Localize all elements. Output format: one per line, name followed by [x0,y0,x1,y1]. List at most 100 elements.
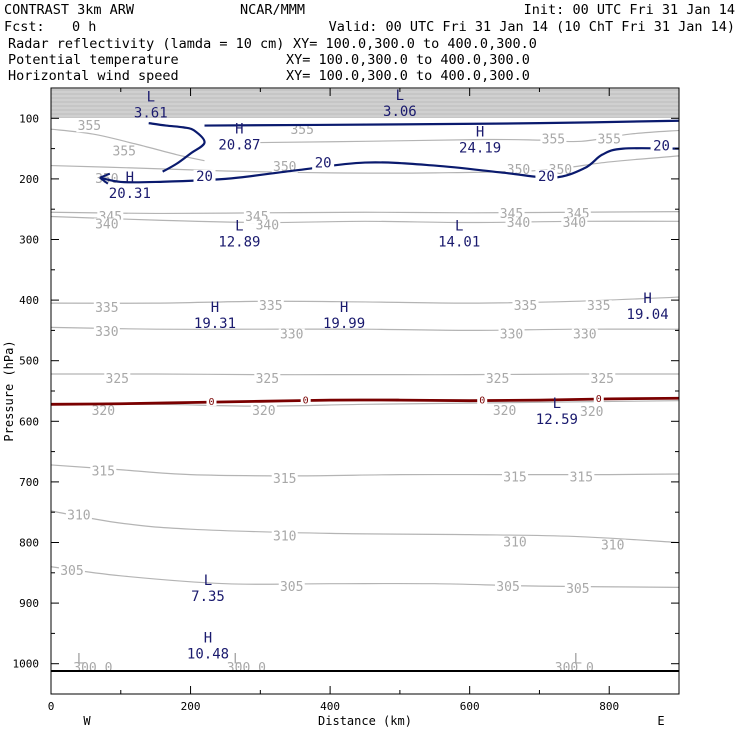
theta-label: 305 [280,580,303,595]
theta-label: 340 [95,217,118,232]
reflectivity-label-bg [593,392,604,403]
wind-extremum-L: L [147,89,155,105]
reflectivity-label-bg [300,394,311,405]
x-end-west: W [83,714,91,728]
theta-label: 340 [563,216,586,231]
fcst-value: 0 h [72,19,96,35]
theta-isentrope-355 [260,129,679,144]
theta-isentrope-310 [51,510,679,544]
theta-label-bg [571,328,598,341]
y-tick-label: 400 [19,294,39,307]
theta-label-bg [596,133,623,146]
field-name-reflectivity: Radar reflectivity (lamda = 10 cm) [8,36,284,52]
wind-contour-label-bg [650,139,673,153]
theta-isentrope-350 [51,155,679,174]
theta-label-bg [104,372,131,385]
theta-label-bg [289,123,316,136]
wind-extremum-L: L [235,218,243,234]
theta-label-bg [278,328,305,341]
wind-extremum-value: 20.31 [109,186,151,202]
reflectivity-label: 0 [596,394,602,405]
theta-label-bg [561,217,588,230]
theta-label: 340 [507,216,530,231]
wind-extremum-value: 20.87 [218,137,260,153]
wind-extremum-H: H [211,300,219,316]
theta-label-bg [495,580,522,593]
theta-label-bg [502,471,529,484]
x-tick-label: 800 [599,700,619,713]
theta-label: 355 [78,119,101,134]
theta-label: 355 [542,133,565,148]
theta-label: 310 [273,529,296,544]
wind-isotach-unlabeled [204,119,679,127]
reflectivity-label-bg [206,395,217,406]
theta-label: 310 [503,536,526,551]
theta-isentrope-335 [51,296,679,304]
y-tick-label: 200 [19,173,39,186]
theta-label-bg [111,145,138,158]
theta-label: 335 [95,301,118,316]
plot-frame [50,87,680,695]
x-tick-label: 0 [48,700,55,713]
theta-label: 300.0 [227,661,266,676]
theta-isentrope-325 [51,373,679,376]
chart-title: CONTRAST 3km ARW [4,2,135,18]
wind-extremum-value: 24.19 [459,140,501,156]
y-tick-label: 700 [19,476,39,489]
theta-label: 355 [597,133,620,148]
y-tick-label: 100 [19,112,39,125]
wind-extremum-H: H [204,630,212,646]
theta-label: 340 [256,219,279,234]
wind-contour-label: 20 [196,169,213,185]
wind-extremum-L: L [204,573,212,589]
wind-contour-label: 20 [538,169,555,185]
x-tick-label: 200 [181,700,201,713]
theta-label: 320 [252,404,275,419]
y-tick-label: 300 [19,234,39,247]
y-tick-label: 500 [19,355,39,368]
theta-label: 315 [570,471,593,486]
fcst-label: Fcst: [4,19,45,35]
theta-label-bg [278,580,305,593]
theta-label: 335 [587,299,610,314]
theta-label-bg [578,406,605,419]
theta-label: 310 [67,508,90,523]
field-xy-theta: XY= 100.0,300.0 to 400.0,300.0 [286,52,530,68]
wind-isotach-20 [148,122,206,173]
theta-label-bg [491,405,518,418]
center-label: NCAR/MMM [240,2,305,18]
theta-label-bg [93,302,120,315]
theta-label-bg [512,300,539,313]
valid-time: Valid: 00 UTC Fri 31 Jan 14 (10 ChT Fri … [329,19,735,35]
reflectivity-label: 0 [303,396,309,407]
wind-contour-label-bg [193,169,216,183]
y-tick-label: 600 [19,415,39,428]
theta-label-bg [65,509,92,522]
wind-extremum-H: H [340,300,348,316]
wind-isotach-20 [99,147,679,184]
wind-extremum-value: 3.06 [383,104,417,120]
theta-label: 330 [500,328,523,343]
wind-extremum-L: L [233,652,241,668]
reflectivity-label-bg [477,394,488,405]
wind-extremum-value: 19.31 [194,316,236,332]
theta-label-bg [484,372,511,385]
theta-label: 325 [486,372,509,387]
theta-label: 320 [493,404,516,419]
theta-label-bg [585,300,612,313]
theta-label-bg [498,328,525,341]
field-xy-wind: XY= 100.0,300.0 to 400.0,300.0 [286,68,530,84]
theta-label: 305 [496,580,519,595]
wind-extremum-L: L [455,218,463,234]
wind-extremum-H: H [126,170,134,186]
theta-label-bg [254,372,281,385]
theta-label: 310 [601,539,624,554]
theta-label-bg [502,536,529,549]
wind-extremum-H: H [235,121,243,137]
y-tick-label: 900 [19,597,39,610]
theta-label: 325 [256,372,279,387]
theta-label: 330 [280,328,303,343]
wind-extremum-value: 12.59 [536,412,578,428]
